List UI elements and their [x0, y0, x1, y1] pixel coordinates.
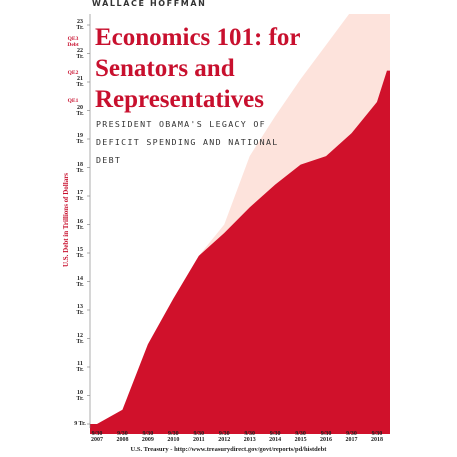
source: U.S. Treasury - http://www.treasurydirec…: [130, 446, 327, 453]
y-tick-label: 13 Tr.: [76, 304, 84, 316]
y-tick-label: 18 Tr.: [76, 161, 84, 174]
annotation: QE1: [67, 98, 79, 104]
chart-subtitle: PRESIDENT OBAMA'S LEGACY OF DEFICIT SPEN…: [96, 119, 279, 165]
y-tick-label: 14 Tr.: [76, 275, 84, 288]
annotation: QE3 Debt: [67, 36, 79, 48]
y-tick-label: 21 Tr.: [76, 76, 84, 88]
x-tick-label: 9/30 2016: [320, 431, 333, 443]
y-axis-title: U.S. Debt in Trillions of Dollars: [62, 172, 70, 268]
y-tick-label: 23 Tr.: [76, 19, 84, 31]
y-tick-label: 12 Tr.: [76, 332, 84, 345]
x-tick-label: 9/30 2008: [116, 431, 129, 443]
chart-title: Economics 101: for Senators and Represen…: [95, 24, 301, 113]
y-tick-label: 9 Tr.: [74, 421, 86, 427]
x-tick-label: 9/30 2009: [141, 431, 154, 443]
annotation: QE2: [67, 70, 79, 76]
x-tick-label: 9/30 2015: [294, 431, 307, 443]
x-tick-label: 9/30 2010: [167, 431, 180, 443]
x-tick-label: 9/30 2017: [345, 431, 358, 443]
x-tick-label: 9/30 2011: [192, 431, 205, 443]
y-tick-label: 10 Tr.: [76, 389, 84, 402]
x-tick-label: 9/30 2013: [243, 431, 256, 443]
x-tick-label: 9/30 2014: [269, 431, 282, 443]
x-tick-label: 9/30 2012: [218, 431, 231, 443]
x-tick-label: 9/30 2018: [370, 431, 383, 443]
y-tick-label: 16 Tr.: [76, 218, 84, 231]
author: WALLACE HOFFMAN: [92, 0, 207, 8]
y-tick-label: 11 Tr.: [76, 361, 84, 373]
y-tick-label: 17 Tr.: [76, 190, 84, 202]
y-tick-label: 20 Tr.: [76, 104, 84, 117]
x-tick-label: 9/30 2007: [91, 431, 103, 443]
y-tick-label: 15 Tr.: [76, 247, 84, 259]
y-tick-label: 22 Tr.: [76, 47, 84, 60]
area: [90, 70, 390, 434]
y-tick-label: 19 Tr.: [76, 133, 84, 145]
